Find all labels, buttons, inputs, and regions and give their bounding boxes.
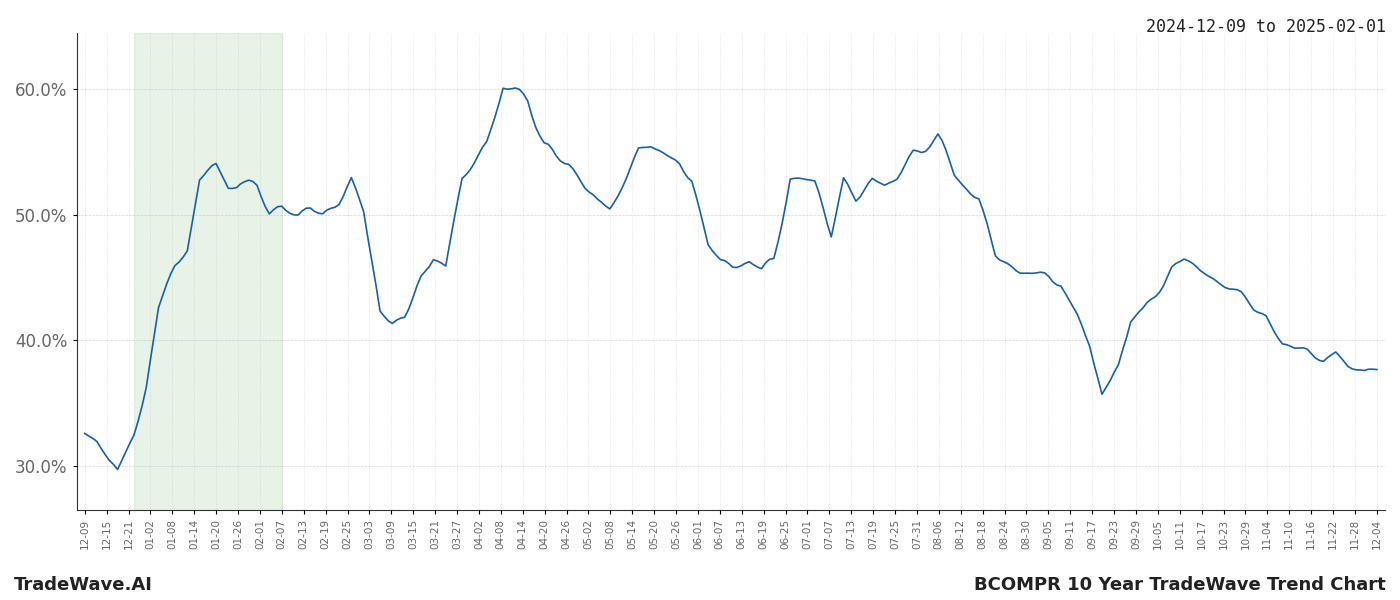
Text: TradeWave.AI: TradeWave.AI	[14, 576, 153, 594]
Text: 2024-12-09 to 2025-02-01: 2024-12-09 to 2025-02-01	[1147, 18, 1386, 36]
Text: BCOMPR 10 Year TradeWave Trend Chart: BCOMPR 10 Year TradeWave Trend Chart	[974, 576, 1386, 594]
Bar	[134, 33, 281, 510]
